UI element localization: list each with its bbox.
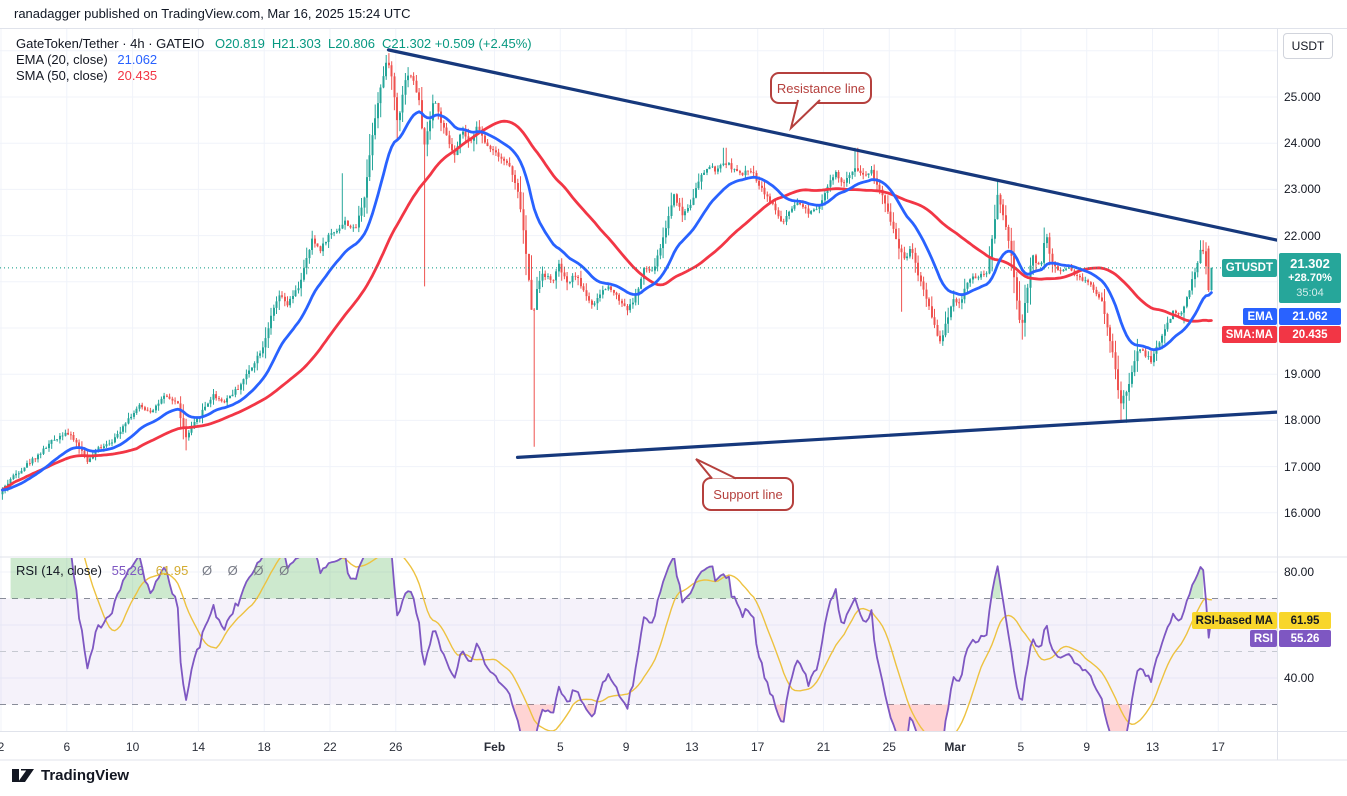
rsi-ma-value-chip: 61.95 (1279, 612, 1331, 629)
bar-countdown: 35:04 (1296, 286, 1324, 299)
symbol-price-value-chip: 21.302 +28.70% 35:04 (1279, 253, 1341, 303)
rsi-value: 55.26 (111, 563, 145, 578)
rsi-empty-slots: Ø Ø Ø Ø (201, 563, 296, 578)
time-tick-Feb: Feb (483, 740, 506, 754)
time-tick-14: 14 (191, 740, 206, 754)
symbol-price-label-chip: GTUSDT (1221, 259, 1277, 277)
rsi-tick-80.00: 80.00 (1284, 565, 1315, 579)
price-tick-24.000: 24.000 (1284, 136, 1321, 151)
ema-label-chip: EMA (1243, 308, 1277, 325)
price-tick-23.000: 23.000 (1284, 182, 1321, 197)
time-tick-25: 25 (882, 740, 896, 754)
time-axis[interactable]: 2 6 10 14 18 22 26 Feb 5 9 13 17 21 25 Mar 5 9 13 17 (0, 732, 1277, 760)
sma-label: SMA (50, close) (16, 68, 108, 83)
rsi-label: RSI (14, close) (16, 563, 102, 578)
price-tick-16.000: 16.000 (1284, 505, 1321, 520)
time-tick-13: 13 (1145, 740, 1160, 754)
rsi-overbought-fill (687, 566, 735, 599)
rsi-ma-label-chip: RSI-based MA (1191, 612, 1277, 629)
ema-value: 21.062 (117, 52, 158, 67)
resistance-line-callout[interactable]: Resistance line (770, 72, 872, 104)
tradingview-wordmark: TradingView (41, 767, 130, 784)
rsi-overbought-fill (405, 591, 414, 599)
ema-value-chip: 21.062 (1279, 308, 1341, 325)
time-tick-18: 18 (257, 740, 271, 754)
time-tick-26: 26 (389, 740, 403, 754)
price-tick-22.000: 22.000 (1284, 228, 1321, 243)
time-tick-22: 22 (323, 740, 337, 754)
tradingview-logo[interactable]: TradingView (12, 767, 129, 784)
down-candle-wicks (29, 53, 1210, 466)
rsi-oversold-fill (887, 704, 949, 731)
sma-value: 20.435 (117, 68, 158, 83)
ema20-line (1, 110, 1213, 492)
rsi-oversold-fill (586, 704, 595, 717)
rsi-ma-value: 61.95 (155, 563, 189, 578)
time-tick-17: 17 (751, 740, 765, 754)
sma-legend-row: SMA (50, close) 20.435 (16, 68, 157, 83)
ema-legend-row: EMA (20, close) 21.062 (16, 52, 157, 67)
tradingview-logo-icon (12, 769, 34, 782)
time-tick-5: 5 (1017, 740, 1025, 754)
currency-axis-button[interactable]: USDT (1283, 33, 1333, 59)
last-price: 21.302 (1290, 255, 1330, 271)
ohlc-values: O20.819 H21.303 L20.806 C21.302 (208, 36, 431, 51)
time-tick-6: 6 (63, 740, 71, 754)
rsi-tick-40.00: 40.00 (1284, 671, 1315, 685)
rsi-oversold-fill (1104, 704, 1130, 731)
ohlc-c: C21.302 (382, 36, 432, 51)
price-tick-17.000: 17.000 (1284, 459, 1321, 474)
time-tick-9: 9 (1083, 740, 1091, 754)
rsi-overbought-fill (10, 558, 77, 599)
ohlc-o: O20.819 (214, 36, 265, 51)
support-callout-text: Support line (713, 486, 783, 502)
time-tick-13: 13 (685, 740, 699, 754)
price-tick-18.000: 18.000 (1284, 413, 1321, 428)
resistance-trendline[interactable] (386, 48, 1277, 242)
time-tick-2: 2 (0, 740, 5, 754)
time-tick-17: 17 (1211, 740, 1225, 754)
rsi-overbought-fill (1189, 567, 1204, 599)
symbol-title: GateToken/Tether · 4h · GATEIO (16, 36, 205, 51)
price-axis[interactable]: USDT 25.000 24.000 23.000 22.000 19.000 18.00… (1277, 28, 1347, 760)
time-tick-9: 9 (622, 740, 630, 754)
ohlc-h: H21.303 (271, 36, 321, 51)
rsi-label-chip: RSI (1249, 630, 1277, 647)
ema-label: EMA (20, close) (16, 52, 108, 67)
sma50-line (1, 119, 1213, 492)
ohlc-l: L20.806 (328, 36, 375, 51)
price-change-percent: +28.70% (1288, 271, 1332, 284)
sma-value-chip: 20.435 (1279, 326, 1341, 343)
time-tick-Mar: Mar (944, 740, 966, 754)
rsi-line (70, 558, 1213, 731)
support-trendline[interactable] (515, 410, 1278, 459)
rsi-oversold-fill (775, 704, 784, 722)
time-tick-5: 5 (556, 740, 564, 754)
change-value: +0.509 (+2.45%) (434, 36, 532, 51)
support-line-callout[interactable]: Support line (702, 477, 794, 511)
symbol-legend-row: GateToken/Tether · 4h · GATEIO O20.819 H2… (16, 36, 532, 51)
time-tick-21: 21 (816, 740, 831, 754)
sma-label-chip: SMA:MA (1221, 326, 1277, 343)
resistance-callout-text: Resistance line (776, 80, 866, 96)
attribution-text: ranadagger published on TradingView.com,… (14, 6, 411, 21)
price-tick-25.000: 25.000 (1284, 90, 1321, 104)
rsi-legend-row: RSI (14, close) 55.26 61.95 Ø Ø Ø Ø (16, 563, 295, 578)
price-tick-19.000: 19.000 (1284, 367, 1321, 382)
rsi-value-chip: 55.26 (1279, 630, 1331, 647)
rsi-ma-line (83, 558, 1213, 731)
rsi-overbought-fill (240, 558, 395, 599)
time-tick-10: 10 (125, 740, 140, 754)
